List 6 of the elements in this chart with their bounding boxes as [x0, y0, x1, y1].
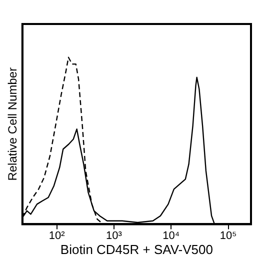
x-axis-title: Biotin CD45R + SAV-V500	[60, 242, 213, 257]
x-tick-label: 10³	[106, 230, 122, 242]
x-tick-label: 10⁴	[162, 230, 180, 242]
x-tick-label: 10²	[48, 230, 66, 242]
y-axis-title: Relative Cell Number	[6, 67, 20, 181]
x-tick-label: 10⁵	[220, 230, 237, 242]
